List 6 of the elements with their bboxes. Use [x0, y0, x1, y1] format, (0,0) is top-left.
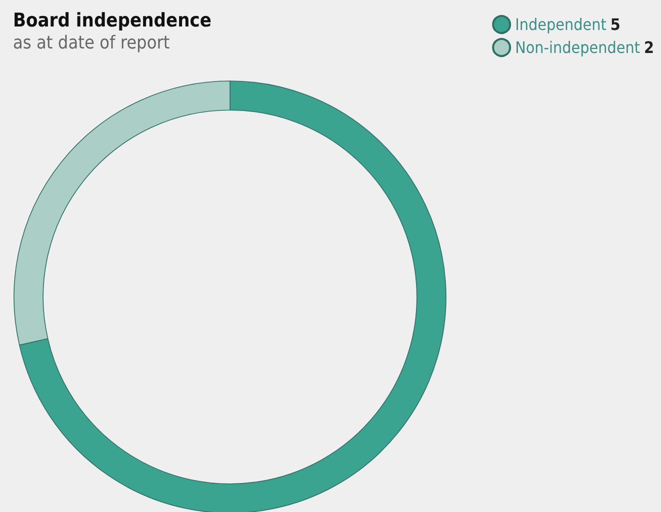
legend-label: Independent	[515, 15, 607, 34]
chart-title: Board independence	[13, 10, 212, 32]
data-label: 2	[644, 38, 654, 57]
data-label: 5	[610, 15, 620, 34]
text: as at date of report	[13, 32, 170, 54]
legend-label: Non-independent	[515, 38, 640, 57]
